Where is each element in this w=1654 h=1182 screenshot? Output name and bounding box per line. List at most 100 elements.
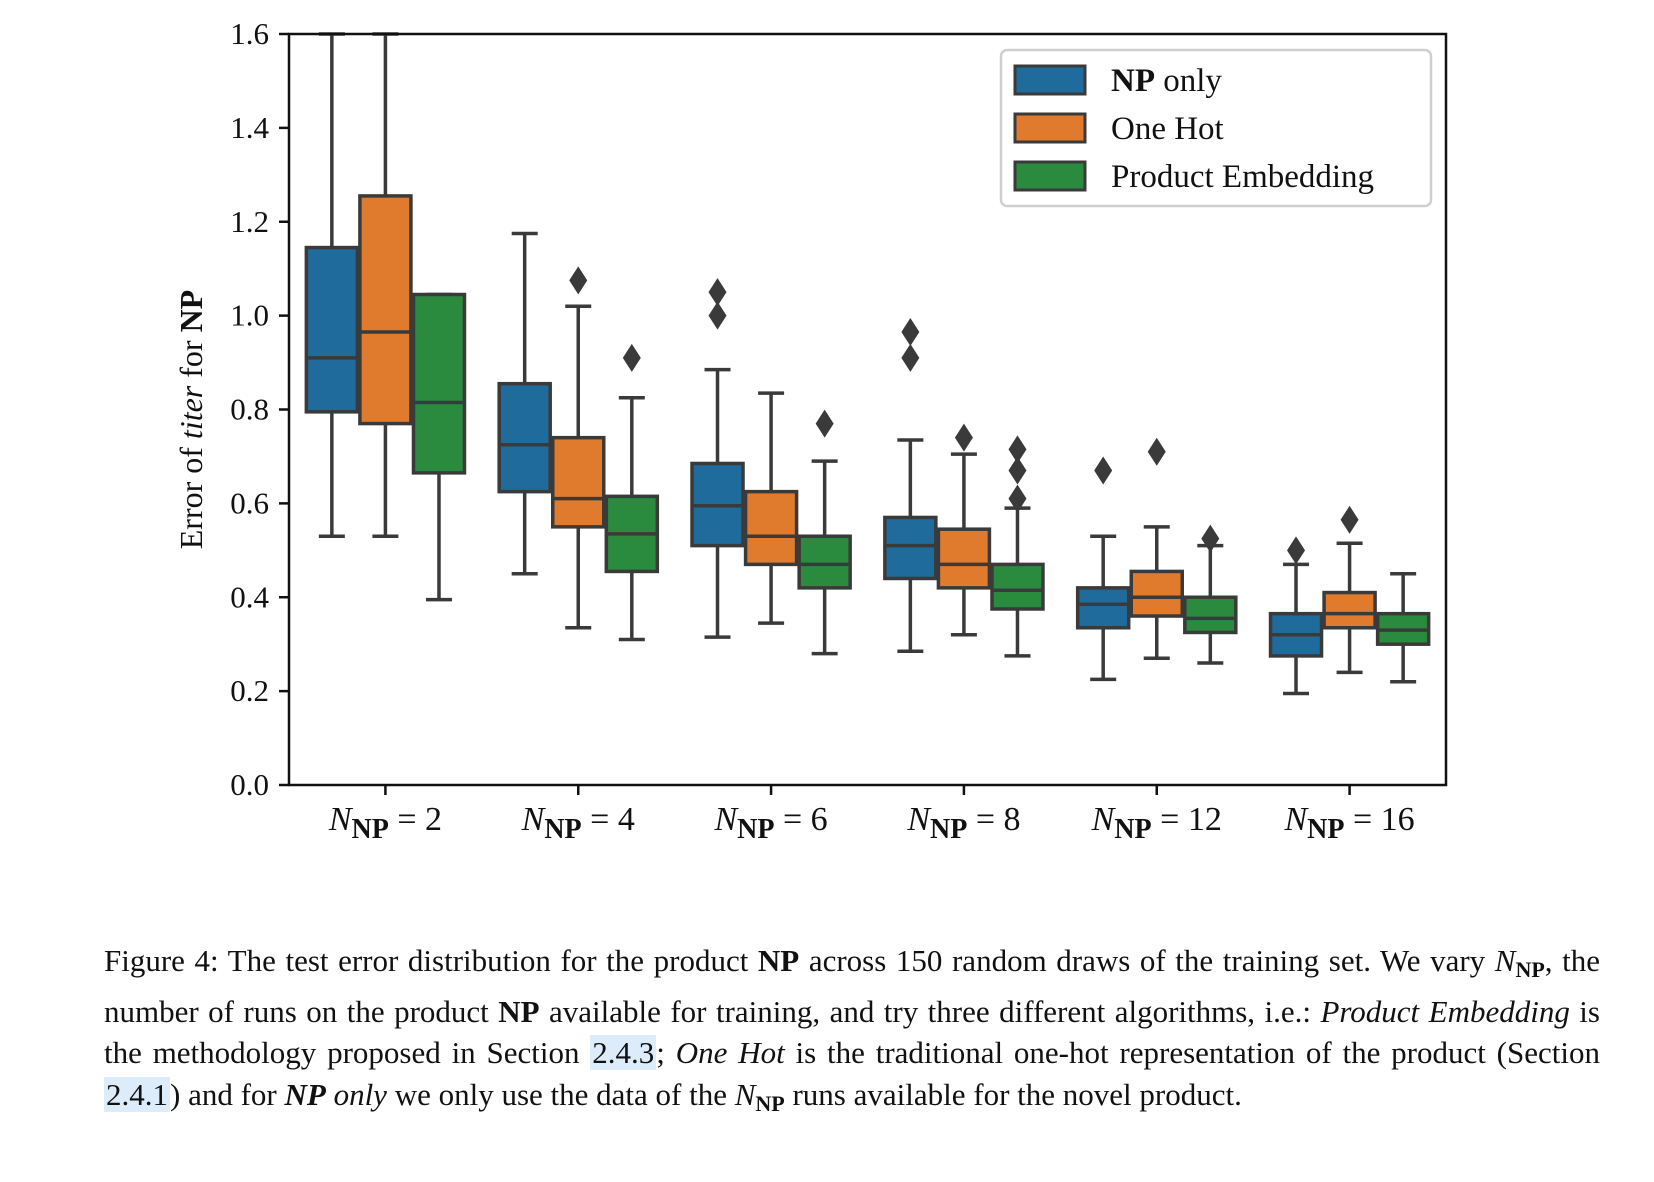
box-iqr (497, 381, 552, 494)
box-np-only (304, 32, 360, 538)
x-tick-label-sub: NP (352, 814, 389, 845)
section-link-2-4-3[interactable]: 2.4.3 (590, 1035, 657, 1070)
x-tick-label-n: N (1283, 801, 1309, 838)
legend-swatch (1013, 160, 1087, 192)
x-tick-label-n: N (906, 801, 932, 838)
legend-label-bold: NP (1111, 63, 1155, 99)
plot-frame (287, 32, 1448, 787)
box-iqr (1129, 569, 1184, 618)
x-tick-label: NNP = 12 (1091, 801, 1222, 845)
y-tick-label: 1.6 (230, 16, 269, 51)
x-tick-label-n: N (521, 801, 547, 838)
x-tick-label: NNP = 4 (521, 801, 635, 845)
box-np-only (883, 318, 938, 653)
box-product-embedding (797, 409, 852, 656)
y-axis-label-part: Error of (173, 439, 209, 549)
caption-figure-number: Figure 4: (104, 943, 219, 978)
box-product-embedding (1375, 572, 1431, 684)
box-iqr (304, 245, 360, 414)
x-tick-label-eq: = 4 (582, 801, 635, 838)
x-tick-label-n: N (1091, 801, 1117, 838)
x-tick-label-eq: = 2 (389, 801, 442, 838)
outlier-point (1201, 524, 1220, 553)
box-iqr (1322, 590, 1377, 630)
box-product-embedding (604, 343, 660, 642)
outlier-point (1287, 536, 1306, 565)
outlier-point (708, 301, 727, 330)
box-iqr (411, 292, 467, 475)
x-tick-label-sub: NP (1307, 814, 1344, 845)
box-plot-chart: 0.0 0.2 0.4 0.6 0.8 1.0 1.2 1.4 1.6 Error of tite… (173, 16, 1448, 845)
figure-caption: Figure 4: The test error distribution fo… (104, 943, 1601, 1116)
y-tick-label: 0.8 (230, 392, 269, 427)
y-axis-label: Error of titer for NP (173, 290, 209, 549)
section-link-2-4-1[interactable]: 2.4.1 (104, 1076, 170, 1112)
box-iqr (936, 527, 992, 590)
x-tick-label-eq: = 12 (1152, 801, 1222, 838)
box-iqr (883, 515, 938, 581)
legend-label-rest: only (1155, 63, 1222, 99)
outlier-point (1008, 435, 1027, 464)
box-one-hot (1129, 437, 1184, 661)
y-tick-label: 0.4 (230, 579, 269, 614)
x-tick-label-eq: = 6 (774, 801, 827, 838)
outlier-point (1094, 456, 1113, 485)
outlier-point (815, 409, 834, 438)
y-tick-label: 1.4 (230, 110, 269, 145)
outlier-point (708, 278, 727, 307)
outlier-point (569, 266, 588, 295)
x-tick-label-sub: NP (737, 814, 774, 845)
box-one-hot (1322, 505, 1377, 675)
y-axis-label-part: NP (173, 290, 209, 333)
x-tick-label: NNP = 16 (1283, 801, 1414, 845)
x-tick-label-sub: NP (930, 814, 967, 845)
x-tick-label-eq: = 8 (967, 801, 1020, 838)
outlier-point (622, 343, 641, 372)
box-product-embedding (411, 292, 467, 602)
y-axis-label-part: titer (173, 385, 209, 439)
legend-label: One Hot (1111, 111, 1224, 147)
box-iqr (1075, 586, 1131, 630)
y-tick-label: 0.0 (230, 767, 269, 802)
outlier-point (954, 423, 973, 452)
y-axis-label-part: for (173, 332, 209, 385)
box-np-only (690, 278, 745, 639)
box-iqr (990, 562, 1045, 611)
outlier-point (1008, 484, 1027, 513)
x-tick-label: NNP = 6 (713, 801, 827, 845)
legend-label: Product Embedding (1111, 159, 1374, 195)
box-product-embedding (1183, 524, 1238, 665)
outlier-point (901, 343, 920, 372)
x-tick-label-sub: NP (544, 814, 581, 845)
outlier-point (1147, 437, 1166, 466)
x-tick-label-eq: = 16 (1344, 801, 1414, 838)
outlier-point (1340, 505, 1359, 534)
y-tick-label: 0.6 (230, 485, 269, 520)
box-iqr (743, 489, 799, 567)
x-tick-label-n: N (328, 801, 354, 838)
box-one-hot (358, 32, 413, 538)
legend-swatch (1013, 112, 1087, 144)
box-one-hot (551, 266, 606, 630)
outlier-point (901, 318, 920, 347)
box-iqr (358, 194, 413, 426)
y-tick-label: 1.0 (230, 298, 269, 333)
box-one-hot (936, 423, 992, 637)
box-iqr (551, 435, 606, 529)
x-tick-label-n: N (713, 801, 739, 838)
y-tick-label: 0.2 (230, 673, 269, 708)
x-tick-label: NNP = 2 (328, 801, 442, 845)
x-tick-label-sub: NP (1114, 814, 1151, 845)
box-np-only (1268, 536, 1324, 696)
box-one-hot (743, 391, 799, 625)
box-iqr (1183, 595, 1238, 635)
outlier-point (1008, 456, 1027, 485)
box-product-embedding (990, 435, 1045, 658)
x-tick-label: NNP = 8 (906, 801, 1020, 845)
legend-box (999, 48, 1433, 208)
box-np-only (1075, 456, 1131, 682)
box-np-only (497, 231, 552, 576)
legend-swatch (1013, 64, 1087, 96)
y-tick-label: 1.2 (230, 204, 269, 239)
chart-figure: 0.0 0.2 0.4 0.6 0.8 1.0 1.2 1.4 1.6 Error of tite… (173, 16, 1448, 845)
